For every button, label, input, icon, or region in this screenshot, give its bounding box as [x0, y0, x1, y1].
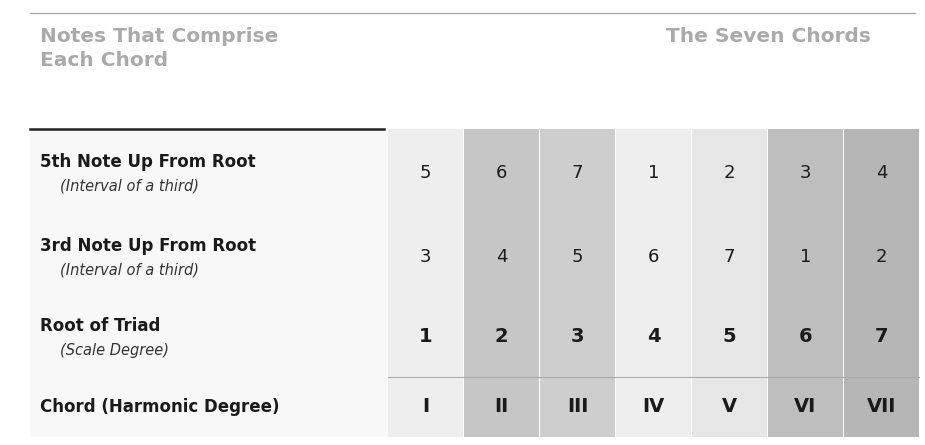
Text: 5th Note Up From Root: 5th Note Up From Root: [40, 153, 255, 171]
Text: 4: 4: [496, 248, 507, 266]
Bar: [388, 129, 463, 377]
Bar: [844, 129, 919, 377]
Bar: [616, 129, 691, 377]
Text: 7: 7: [723, 248, 735, 266]
Text: 2: 2: [876, 248, 887, 266]
Text: 3: 3: [800, 164, 811, 182]
Text: Root of Triad: Root of Triad: [40, 317, 160, 335]
Text: 5: 5: [420, 164, 431, 182]
Text: Notes That Comprise
Each Chord: Notes That Comprise Each Chord: [40, 27, 278, 70]
Text: The Seven Chords: The Seven Chords: [666, 27, 870, 46]
Text: 1: 1: [419, 328, 432, 347]
Text: (Interval of a third): (Interval of a third): [60, 263, 199, 278]
Text: III: III: [567, 397, 588, 417]
Bar: [30, 377, 388, 437]
Bar: [616, 377, 691, 437]
Text: 7: 7: [572, 164, 584, 182]
Text: VI: VI: [795, 397, 817, 417]
Bar: [768, 129, 843, 377]
Bar: [692, 377, 767, 437]
Text: 5: 5: [572, 248, 584, 266]
Bar: [540, 377, 615, 437]
Text: 7: 7: [875, 328, 888, 347]
Text: 4: 4: [647, 328, 660, 347]
Bar: [30, 297, 388, 377]
Text: IV: IV: [642, 397, 665, 417]
Text: 4: 4: [876, 164, 887, 182]
Text: 2: 2: [495, 328, 509, 347]
Text: 2: 2: [723, 164, 735, 182]
Bar: [30, 217, 388, 297]
Bar: [540, 129, 615, 377]
Bar: [464, 377, 539, 437]
Text: V: V: [722, 397, 737, 417]
Bar: [844, 377, 919, 437]
Text: VII: VII: [867, 397, 896, 417]
Text: II: II: [494, 397, 509, 417]
Text: (Scale Degree): (Scale Degree): [60, 343, 169, 357]
Text: (Interval of a third): (Interval of a third): [60, 178, 199, 194]
Text: 3: 3: [571, 328, 585, 347]
Bar: [30, 129, 388, 217]
Text: Chord (Harmonic Degree): Chord (Harmonic Degree): [40, 398, 279, 416]
Text: 6: 6: [648, 248, 660, 266]
Text: 1: 1: [648, 164, 660, 182]
Text: 3: 3: [420, 248, 431, 266]
Text: 6: 6: [496, 164, 507, 182]
Bar: [388, 377, 463, 437]
Bar: [464, 129, 539, 377]
Text: 5: 5: [722, 328, 736, 347]
Bar: [768, 377, 843, 437]
Text: 6: 6: [798, 328, 812, 347]
Bar: [692, 129, 767, 377]
Text: 3rd Note Up From Root: 3rd Note Up From Root: [40, 237, 256, 255]
Text: I: I: [422, 397, 429, 417]
Text: 1: 1: [800, 248, 811, 266]
